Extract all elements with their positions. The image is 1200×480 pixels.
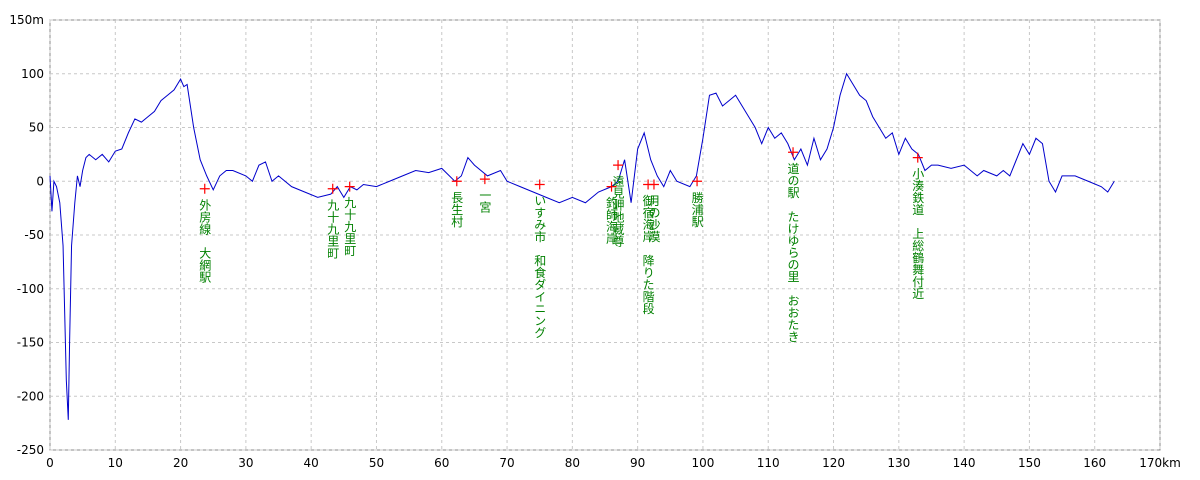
x-tick-label: 150 [1018, 456, 1041, 470]
waypoint-label: 道の駅 たけゆらの里 おおたき [786, 162, 800, 342]
waypoint-marker [451, 176, 462, 187]
x-tick-label: 80 [565, 456, 580, 470]
x-tick-label: 110 [757, 456, 780, 470]
y-tick-label: -250 [17, 443, 44, 457]
waypoint-marker [912, 152, 923, 163]
waypoint-marker [692, 176, 703, 187]
x-tick-label: 160 [1083, 456, 1106, 470]
y-tick-label: 100 [21, 67, 44, 81]
x-tick-label: 70 [499, 456, 514, 470]
waypoint-label: 遠見岬地蔵尊 [611, 175, 625, 248]
waypoint-marker [479, 174, 490, 185]
x-tick-label: 0 [46, 456, 54, 470]
waypoint-label: 外房線 大網駅 [198, 198, 212, 283]
waypoint-label: 御宿海岸 降りた階段 [641, 193, 655, 315]
y-tick-label: 0 [36, 174, 44, 188]
x-tick-label: 50 [369, 456, 384, 470]
waypoint-marker [344, 181, 355, 192]
y-tick-label: -200 [17, 389, 44, 403]
x-tick-label: 100 [691, 456, 714, 470]
waypoint-label: 小湊鉄道 上総鶴舞付近 [911, 167, 925, 299]
x-tick-label: 60 [434, 456, 449, 470]
waypoint-label: 月の沙漠 [647, 194, 661, 242]
y-tick-label: -150 [17, 336, 44, 350]
x-tick-label: 120 [822, 456, 845, 470]
waypoint-marker [199, 183, 210, 194]
waypoint-label: 九十九里町 [326, 198, 340, 258]
waypoint-label: 九十九里町 [343, 196, 357, 256]
x-tick-label: 90 [630, 456, 645, 470]
y-tick-label: 150m [9, 13, 44, 27]
x-tick-label: 10 [108, 456, 123, 470]
y-tick-label: -50 [24, 228, 44, 242]
waypoint-marker [613, 160, 624, 171]
x-tick-label: 30 [238, 456, 253, 470]
waypoint-marker [788, 147, 799, 158]
y-tick-label: 50 [29, 121, 44, 135]
x-tick-label: 170km [1139, 456, 1181, 470]
elevation-line [49, 72, 1115, 420]
waypoint-label: 一宮 [478, 189, 492, 213]
waypoint-marker [606, 181, 617, 192]
x-tick-label: 130 [887, 456, 910, 470]
waypoint-marker [648, 179, 659, 190]
waypoint-marker [327, 183, 338, 194]
waypoint-label: いすみ市 和食ダイニング [533, 194, 547, 338]
y-tick-label: -100 [17, 282, 44, 296]
x-tick-label: 40 [304, 456, 319, 470]
waypoint-label: 長生村 [450, 191, 464, 227]
x-tick-label: 20 [173, 456, 188, 470]
x-tick-label: 140 [953, 456, 976, 470]
waypoint-label: 釣師海岸 [605, 195, 619, 244]
waypoint-marker [534, 179, 545, 190]
waypoint-label: 勝浦駅 [690, 190, 704, 228]
